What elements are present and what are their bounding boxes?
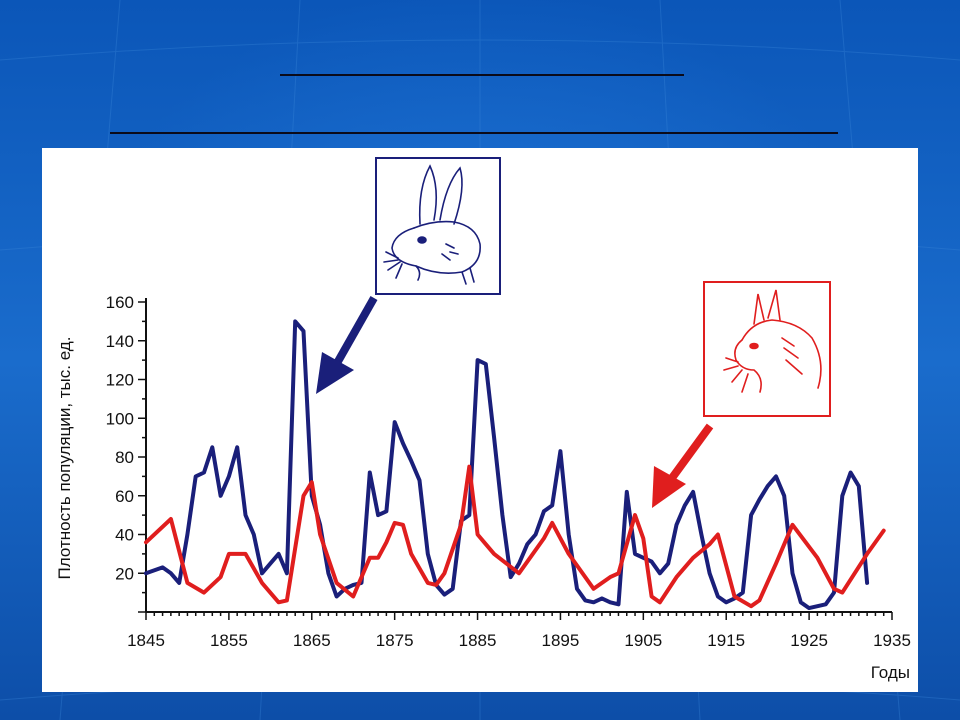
y-tick-label: 160 bbox=[106, 293, 134, 312]
x-tick-label: 1925 bbox=[790, 631, 828, 650]
x-tick-label: 1885 bbox=[459, 631, 497, 650]
title-line-1 bbox=[280, 74, 684, 76]
x-tick-label: 1895 bbox=[542, 631, 580, 650]
x-tick-label: 1915 bbox=[707, 631, 745, 650]
title-line-2 bbox=[110, 132, 838, 134]
y-tick-label: 20 bbox=[115, 564, 134, 583]
x-axis-label: Годы bbox=[871, 663, 910, 682]
hare-icon bbox=[375, 157, 501, 295]
y-tick-label: 80 bbox=[115, 448, 134, 467]
lynx-series-line bbox=[144, 464, 886, 609]
y-tick-label: 40 bbox=[115, 526, 134, 545]
lynx-pointer-arrow bbox=[652, 423, 714, 508]
hare-series-line bbox=[144, 319, 870, 611]
x-tick-label: 1875 bbox=[376, 631, 414, 650]
x-tick-label: 1865 bbox=[293, 631, 331, 650]
x-tick-label: 1855 bbox=[210, 631, 248, 650]
x-tick-label: 1935 bbox=[873, 631, 911, 650]
chart-panel: 1845 1855 1865 1875 1885 1895 1905 1915 1925 1935… bbox=[42, 148, 918, 692]
y-tick-labels: 20 40 60 80 100 120 140 160 bbox=[106, 293, 134, 583]
y-tick-label: 60 bbox=[115, 487, 134, 506]
x-tick-label: 1845 bbox=[127, 631, 165, 650]
y-axis-label: Плотность популяции, тыс. ед. bbox=[55, 337, 74, 580]
x-tick-labels: 1845 1855 1865 1875 1885 1895 1905 1915 1925 1935 bbox=[127, 631, 911, 650]
hare-pointer-arrow bbox=[316, 296, 378, 394]
y-tick-label: 120 bbox=[106, 371, 134, 390]
x-tick-label: 1905 bbox=[624, 631, 662, 650]
y-tick-label: 100 bbox=[106, 409, 134, 428]
series-lines bbox=[144, 319, 886, 611]
lynx-icon bbox=[703, 281, 831, 417]
population-chart: 1845 1855 1865 1875 1885 1895 1905 1915 1925 1935… bbox=[55, 157, 911, 682]
chart-axes bbox=[138, 298, 893, 620]
y-tick-label: 140 bbox=[106, 332, 134, 351]
